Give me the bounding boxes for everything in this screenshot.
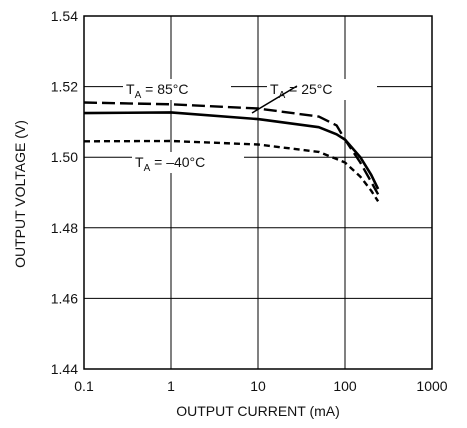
x-axis-label: OUTPUT CURRENT (mA) — [176, 403, 340, 419]
series-label-main: T — [126, 81, 135, 97]
series-label-1: TA = 25°C — [270, 81, 332, 101]
y-tick-label: 1.46 — [51, 290, 78, 306]
x-tick-label: 1000 — [416, 378, 447, 394]
y-axis-label: OUTPUT VOLTAGE (V) — [12, 120, 28, 268]
series-group — [83, 101, 380, 202]
x-tick-label: 100 — [333, 378, 357, 394]
series-label-main: T — [270, 81, 279, 97]
grid — [83, 15, 433, 370]
series-label-rest: = –40°C — [150, 154, 205, 170]
plot-frame — [83, 15, 433, 370]
y-tick-label: 1.48 — [51, 220, 78, 236]
series-label-subscript: A — [135, 90, 142, 101]
series-label-background — [123, 79, 231, 100]
series-label-background — [267, 79, 377, 100]
series-label-rest: = 25°C — [285, 81, 332, 97]
series-label-background — [132, 152, 244, 173]
axes: OUTPUT CURRENT (mA) OUTPUT VOLTAGE (V) 0… — [12, 8, 448, 419]
y-tick-label: 1.50 — [51, 149, 78, 165]
y-tick-label: 1.54 — [51, 8, 78, 24]
series-label-subscript: A — [144, 163, 151, 174]
series-label-leader — [251, 85, 298, 114]
y-tick-label: 1.44 — [51, 361, 78, 377]
series-labels: TA = 85°C TA = 25°CTA = –40°C — [123, 79, 377, 174]
series-label-2: TA = –40°C — [135, 154, 205, 174]
series-line-0 — [83, 101, 380, 195]
series-line-2 — [83, 139, 380, 202]
series-label-main: T — [135, 154, 144, 170]
x-tick-label: 10 — [250, 378, 266, 394]
x-tick-label: 0.1 — [74, 378, 94, 394]
series-label-0: TA = 85°C — [126, 81, 188, 101]
series-line-1 — [83, 111, 380, 190]
x-tick-label: 1 — [167, 378, 175, 394]
series-label-rest: = 85°C — [141, 81, 188, 97]
y-tick-label: 1.52 — [51, 79, 78, 95]
series-label-subscript: A — [279, 90, 286, 101]
